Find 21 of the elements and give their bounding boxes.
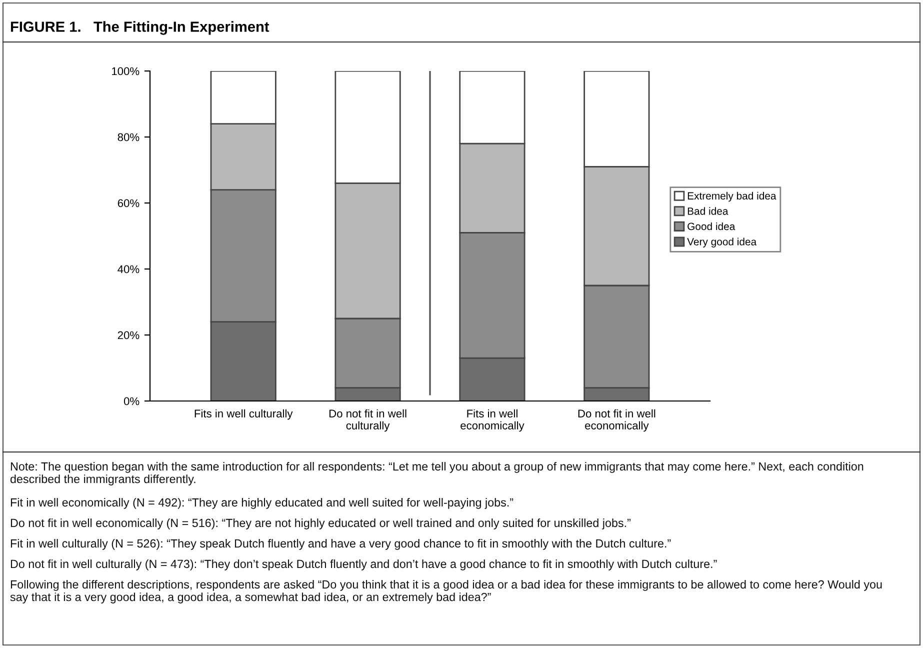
text: Note: The question began with the same introduction for all respondents: “Let me tell you about a group of new immigrants that may come here.” Next, each condition described the immigrants differently. — [10, 462, 864, 486]
y-tick-label: 40% — [118, 265, 140, 274]
y-tick-label: 80% — [118, 133, 140, 142]
text: Fit in well economically (N = 492): “They are highly educated and well suited for well-paying jobs.” — [10, 498, 514, 509]
text: Do not fit in well economically (N = 516): “They are not highly educated or well trained and only suited for unskilled jobs.” — [10, 518, 630, 530]
x-tick-label: Fits in well culturally — [194, 409, 293, 420]
text: Following the different descriptions, respondents are asked “Do you think that it is a good idea or a bad idea for these immigrants to be allowed to come here? Would you say that it is a very good idea, a good idea, a somewhat bad idea, or an extremely bad idea?” — [10, 580, 882, 604]
x-tick-label: Do not fit in well economically — [578, 409, 656, 432]
y-tick-label: 20% — [118, 331, 140, 340]
legend-label: Good idea — [688, 222, 736, 230]
text: Do not fit in well culturally (N = 473): “They don’t speak Dutch fluently and don’t have a good chance to fit in smoothly with Dutch culture.” — [10, 560, 717, 570]
y-tick-label: 60% — [118, 199, 140, 208]
y-tick-label: 100% — [112, 67, 140, 76]
legend-label: Bad idea — [688, 207, 728, 215]
chart-title: FIGURE 1. The Fitting-In Experiment — [10, 21, 270, 35]
text: Fit in well culturally (N = 526): “They speak Dutch fluently and have a very good chance to fit in smoothly with the Dutch culture.” — [10, 539, 671, 550]
y-tick-label: 0% — [124, 397, 140, 406]
x-tick-label: Fits in well economically — [460, 409, 524, 432]
legend-label: Extremely bad idea — [688, 192, 776, 202]
x-tick-label: Do not fit in well culturally — [329, 409, 406, 432]
legend-label: Very good idea — [687, 238, 757, 248]
